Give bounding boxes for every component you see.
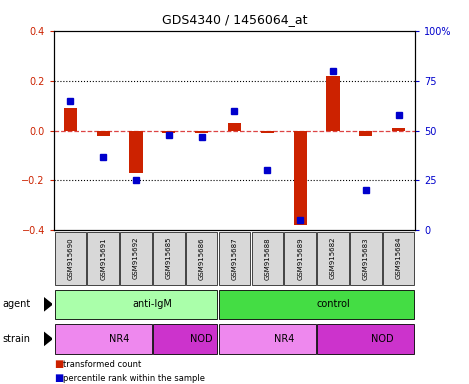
Bar xyxy=(350,232,382,285)
Bar xyxy=(317,324,415,354)
Text: NR4: NR4 xyxy=(109,334,130,344)
Text: GSM915692: GSM915692 xyxy=(133,237,139,280)
Text: control: control xyxy=(316,299,350,310)
Text: ■: ■ xyxy=(54,373,63,383)
Bar xyxy=(228,123,241,131)
Text: percentile rank within the sample: percentile rank within the sample xyxy=(63,374,205,383)
Bar xyxy=(219,232,250,285)
Text: NR4: NR4 xyxy=(273,334,294,344)
Text: GSM915682: GSM915682 xyxy=(330,237,336,280)
Bar xyxy=(219,324,316,354)
Bar xyxy=(54,324,152,354)
Text: GDS4340 / 1456064_at: GDS4340 / 1456064_at xyxy=(162,13,307,26)
Bar xyxy=(120,232,152,285)
Bar xyxy=(195,131,208,133)
Text: GSM915683: GSM915683 xyxy=(363,237,369,280)
Bar xyxy=(186,232,218,285)
Text: GSM915684: GSM915684 xyxy=(396,237,401,280)
Text: GSM915685: GSM915685 xyxy=(166,237,172,280)
Bar xyxy=(97,131,110,136)
Text: GSM915687: GSM915687 xyxy=(232,237,237,280)
Text: GSM915688: GSM915688 xyxy=(265,237,270,280)
Text: GSM915691: GSM915691 xyxy=(100,237,106,280)
Polygon shape xyxy=(44,332,52,346)
Text: GSM915689: GSM915689 xyxy=(297,237,303,280)
Bar xyxy=(251,232,283,285)
Bar xyxy=(284,232,316,285)
Bar xyxy=(54,232,86,285)
Bar xyxy=(317,232,349,285)
Bar xyxy=(383,232,415,285)
Text: transformed count: transformed count xyxy=(63,359,142,369)
Text: GSM915686: GSM915686 xyxy=(199,237,204,280)
Text: NOD: NOD xyxy=(371,334,393,344)
Text: agent: agent xyxy=(2,299,30,310)
Bar xyxy=(359,131,372,136)
Text: NOD: NOD xyxy=(190,334,213,344)
Bar xyxy=(87,232,119,285)
Text: strain: strain xyxy=(2,334,30,344)
Bar xyxy=(261,131,274,133)
Polygon shape xyxy=(44,298,52,311)
Text: anti-IgM: anti-IgM xyxy=(132,299,173,310)
Bar xyxy=(219,290,415,319)
Bar xyxy=(64,108,77,131)
Bar xyxy=(54,290,218,319)
Bar xyxy=(162,131,175,133)
Text: GSM915690: GSM915690 xyxy=(68,237,73,280)
Bar xyxy=(392,128,405,131)
Bar xyxy=(129,131,143,173)
Bar xyxy=(294,131,307,225)
Bar xyxy=(153,324,218,354)
Bar xyxy=(326,76,340,131)
Text: ■: ■ xyxy=(54,359,63,369)
Bar xyxy=(153,232,185,285)
